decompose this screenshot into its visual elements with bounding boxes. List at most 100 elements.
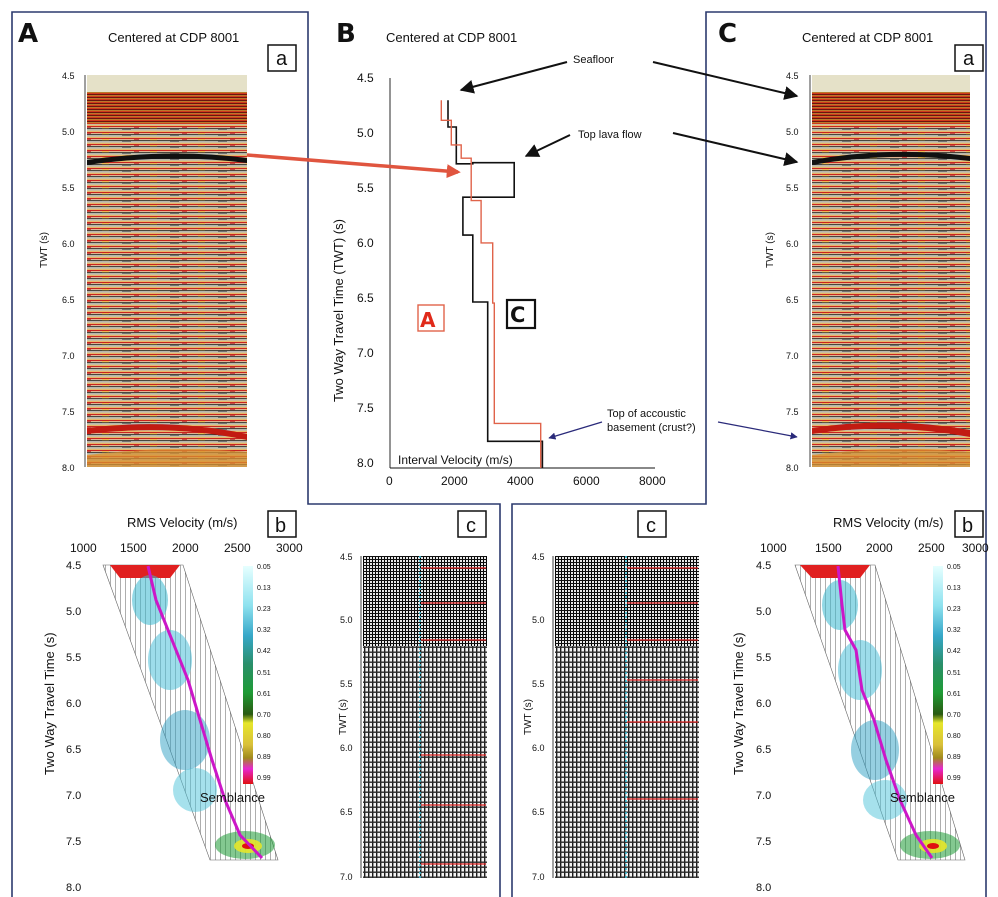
gather-panel-left (363, 556, 487, 878)
tick-label: 0.05 (947, 564, 961, 571)
tick-label: 8.0 (62, 463, 75, 473)
tick-label: 2500 (918, 541, 945, 555)
tick-label: 6.5 (62, 295, 75, 305)
arrow-basement-C (717, 421, 798, 440)
sublabel-b-right: b (962, 515, 973, 537)
sublabel-box-a-left (267, 44, 297, 72)
colorbar-title-right: Semblance (890, 790, 955, 805)
arrow-top-lava-B (524, 134, 571, 157)
tick-label: 7.0 (357, 346, 374, 360)
tick-label: 5.5 (340, 679, 353, 689)
tick-label: 0.61 (947, 691, 961, 698)
tick-label: 0.42 (947, 648, 961, 655)
annotation-seafloor: Seafloor (573, 54, 614, 66)
tick-label: 7.5 (66, 836, 81, 848)
tick-label: 5.5 (62, 183, 75, 193)
picked-velocity-right (836, 565, 934, 859)
tick-label: 7.5 (786, 407, 799, 417)
tick-label: 0.32 (257, 627, 271, 634)
x-ticks: 0 2000 4000 6000 8000 (386, 474, 666, 488)
tick-label: 6.0 (66, 698, 81, 710)
tick-label: 3000 (276, 541, 303, 555)
x-axis-label: Interval Velocity (m/s) (398, 453, 513, 467)
tick-label: 4.5 (62, 71, 75, 81)
tick-label: 0.70 (257, 712, 271, 719)
tick-label: 4.5 (786, 71, 799, 81)
tick-label: 6.5 (786, 295, 799, 305)
arrow-basement-B (548, 421, 603, 440)
seismic-section-A (87, 75, 247, 467)
tick-label: 2000 (866, 541, 893, 555)
tick-label: 6.0 (357, 236, 374, 250)
tick-label: 7.5 (62, 407, 75, 417)
tick-label: 5.0 (357, 126, 374, 140)
tick-label: 1000 (760, 541, 787, 555)
series-label-C: C (510, 303, 525, 327)
tick-label: 8.0 (786, 463, 799, 473)
tick-label: 0.99 (947, 775, 961, 782)
tick-label: 0.13 (947, 585, 961, 592)
arrow-seafloor-B (459, 61, 568, 94)
tick-label: 7.0 (340, 872, 353, 882)
tick-label: 5.0 (532, 615, 545, 625)
tick-label: 0.99 (257, 775, 271, 782)
tick-label: 6.0 (340, 743, 353, 753)
tick-label: 1500 (120, 541, 147, 555)
sublabel-box-b-left (267, 510, 297, 538)
gather-ylabel-right: TWT (s) (523, 699, 534, 735)
semblance-yticks-right: 4.5 5.0 5.5 6.0 6.5 7.0 7.5 8.0 (756, 560, 771, 894)
tick-label: 0.89 (947, 754, 961, 761)
tick-label: 0.42 (257, 648, 271, 655)
title-A: Centered at CDP 8001 (108, 30, 239, 45)
tick-label: 7.0 (786, 351, 799, 361)
seismic-axis-C: 4.5 5.0 5.5 6.0 6.5 7.0 7.5 8.0 TWT (s) (765, 71, 811, 473)
sublabel-a-left: a (276, 48, 288, 70)
semblance-panel-left (102, 564, 279, 861)
velocity-series (440, 100, 544, 468)
panel-frames (11, 11, 987, 897)
semblance-xticks-left: 1000 1500 2000 2500 3000 (70, 541, 303, 555)
tick-label: 0.32 (947, 627, 961, 634)
colorbar-right (933, 566, 943, 784)
title-C: Centered at CDP 8001 (802, 30, 933, 45)
tick-label: 6.5 (756, 744, 771, 756)
tick-label: 4.5 (532, 552, 545, 562)
annotation-basement-2: basement (crust?) (607, 422, 696, 434)
sublabel-a-right: a (963, 48, 975, 70)
tick-label: 7.0 (62, 351, 75, 361)
sublabel-c-left: c (466, 515, 476, 537)
annotation-top-lava: Top lava flow (578, 129, 642, 141)
tick-label: 6.0 (532, 743, 545, 753)
sublabel-c-right: c (646, 515, 656, 537)
velocity-series-C (447, 100, 544, 468)
tick-label: 5.5 (66, 652, 81, 664)
tick-label: 5.5 (532, 679, 545, 689)
series-label-box-C (505, 298, 537, 330)
tick-label: 0.80 (947, 733, 961, 740)
tick-label: 8.0 (357, 456, 374, 470)
colorbar-ticks-left: 0.05 0.13 0.23 0.32 0.42 0.51 0.61 0.70 … (257, 564, 271, 782)
tick-label: 4.5 (340, 552, 353, 562)
picked-velocity-left (146, 565, 264, 860)
tick-label: 1000 (70, 541, 97, 555)
velocity-plot: 4.5 5.0 5.5 6.0 6.5 7.0 7.5 8.0 0 2000 4… (331, 54, 696, 488)
axis-label-twt: TWT (s) (765, 232, 776, 268)
tick-label: 5.5 (357, 181, 374, 195)
tick-label: 6000 (573, 474, 600, 488)
tick-label: 7.0 (532, 872, 545, 882)
gather-axis-right: 4.5 5.0 5.5 6.0 6.5 7.0 TWT (s) (523, 552, 554, 882)
tick-label: 0.51 (947, 670, 961, 677)
tick-label: 2000 (441, 474, 468, 488)
tick-label: 0.23 (257, 606, 271, 613)
colorbar-ticks-right: 0.05 0.13 0.23 0.32 0.42 0.51 0.61 0.70 … (947, 564, 961, 782)
seismic-axis-A: 4.5 5.0 5.5 6.0 6.5 7.0 7.5 8.0 TWT (s) (39, 71, 86, 473)
panel-letter-A: A (18, 19, 38, 49)
tick-label: 1500 (815, 541, 842, 555)
semblance-ylabel-right: Two Way Travel Time (s) (731, 632, 746, 775)
semblance-yticks-left: 4.5 5.0 5.5 6.0 6.5 7.0 7.5 8.0 (66, 560, 81, 894)
title-B: Centered at CDP 8001 (386, 30, 517, 45)
tick-label: 5.0 (66, 606, 81, 618)
sublabel-b-left: b (275, 515, 286, 537)
series-label-box-A (417, 304, 445, 332)
tick-label: 6.0 (62, 239, 75, 249)
